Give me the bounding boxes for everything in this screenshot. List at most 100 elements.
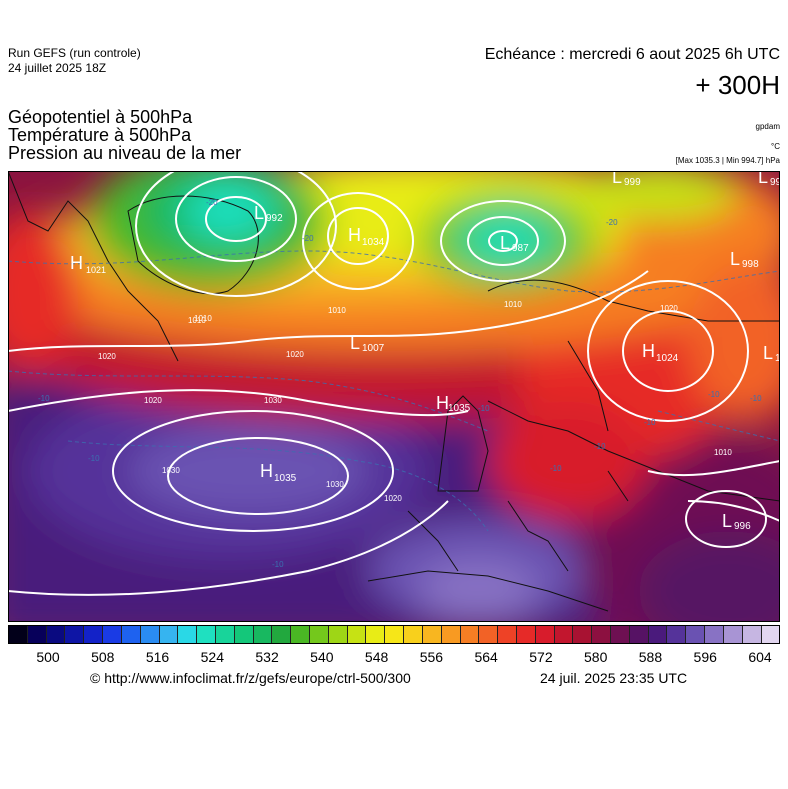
isotherm-label: -10	[708, 390, 720, 399]
color-scale-swatch	[215, 626, 235, 643]
color-scale-swatch	[9, 626, 28, 643]
isobar-label: 1010	[714, 448, 732, 457]
isotherm-label: -20	[206, 198, 218, 207]
geopotential-field	[8, 171, 780, 622]
color-scale-swatch	[460, 626, 480, 643]
color-scale-swatch	[648, 626, 668, 643]
isotherm-label: -10	[272, 560, 284, 569]
forecast-valid-time: Echéance : mercredi 6 aout 2025 6h UTC	[484, 46, 780, 63]
color-scale-tick-label: 596	[693, 649, 717, 665]
pressure-center-type: L	[722, 511, 732, 531]
layer-title-temperature: Température à 500hPa	[8, 125, 192, 145]
pressure-center-type: H	[348, 225, 361, 245]
run-title: Run GEFS (run controle)	[8, 46, 141, 60]
color-scale-tick-label: 500	[36, 649, 60, 665]
color-scale-swatch	[611, 626, 630, 643]
pressure-center-value: 1024	[656, 353, 679, 364]
pressure-center-type: L	[350, 333, 360, 353]
pressure-center-value: 996	[734, 521, 751, 532]
color-scale-swatch	[629, 626, 649, 643]
pressure-center-value: 998	[742, 259, 759, 270]
color-scale-swatch	[723, 626, 743, 643]
pressure-center-type: H	[642, 341, 655, 361]
isotherm-label: -10	[644, 418, 656, 427]
unit-geopotential: gpdam	[755, 122, 780, 131]
pressure-center-value: 1007	[362, 343, 385, 354]
pressure-center-type: L	[730, 249, 740, 269]
isobars	[8, 171, 780, 596]
color-scale-swatch	[686, 626, 706, 643]
color-scale-swatch	[291, 626, 310, 643]
map-border	[8, 171, 780, 622]
isobar-label: 1020	[98, 352, 116, 361]
color-scale-swatch	[159, 626, 179, 643]
color-scale-swatch	[272, 626, 292, 643]
color-scale-swatch	[84, 626, 104, 643]
color-scale-swatch	[103, 626, 122, 643]
color-scale-swatch	[761, 626, 780, 643]
color-scale-swatch	[404, 626, 423, 643]
pressure-center-value: 1021	[86, 265, 106, 275]
isobar-label: 1030	[326, 480, 344, 489]
color-scale-tick-label: 604	[748, 649, 772, 665]
layer-title-geopotential: Géopotentiel à 500hPa	[8, 107, 193, 127]
scandinavia-coast	[487, 279, 780, 432]
color-scale-swatch	[479, 626, 499, 643]
pressure-center-type: L	[254, 203, 264, 223]
isobar-label: 1020	[384, 494, 402, 503]
pressure-center-value: 10	[775, 353, 780, 364]
color-scale-swatch	[592, 626, 611, 643]
isotherm-label: -20	[302, 234, 314, 243]
color-scale-swatch	[140, 626, 160, 643]
color-scale	[8, 625, 780, 644]
mediterranean-coast	[407, 470, 629, 572]
color-scale-tick-label: 588	[638, 649, 663, 665]
color-scale-swatch	[366, 626, 386, 643]
color-scale-swatch	[441, 626, 461, 643]
pressure-center-type: L	[500, 233, 510, 253]
isotherms	[8, 250, 780, 532]
britain-coast	[437, 395, 489, 492]
color-scale-swatch	[310, 626, 329, 643]
greenland-coast	[127, 195, 259, 295]
isotherm-label: -10	[88, 454, 100, 463]
europe-mainland-coast	[487, 400, 780, 502]
pressure-center-value: 1035	[274, 473, 297, 484]
isobar-label: 1010	[194, 314, 212, 323]
color-scale-tick-label: 540	[310, 649, 334, 665]
color-scale-swatch	[742, 626, 762, 643]
color-scale-ticks: 500 508 516 524 532 540 548 556 564 572 580 588 596 6…	[8, 649, 780, 667]
forecast-map: H 1021 L 992 H 1034 L 987 L 999 L 99 L 9…	[8, 171, 780, 622]
isobar-label: 1010	[504, 300, 522, 309]
color-scale-swatch	[328, 626, 348, 643]
isobar-label: 1020	[286, 350, 304, 359]
isotherm-label: -20	[606, 218, 618, 227]
color-scale-swatch	[178, 626, 198, 643]
isotherm-label: -10	[38, 394, 50, 403]
color-scale-tick-label: 556	[419, 649, 444, 665]
color-scale-swatch	[667, 626, 687, 643]
copyright: © http://www.infoclimat.fr/z/gefs/europe…	[90, 670, 411, 686]
unit-temperature: °C	[771, 142, 780, 151]
color-scale-tick-label: 508	[91, 649, 115, 665]
isobar-label: 1010	[188, 316, 206, 325]
isobar-label: 1020	[144, 396, 162, 405]
color-scale-swatch	[516, 626, 536, 643]
pressure-center-type: L	[758, 171, 768, 187]
color-scale-swatch	[253, 626, 273, 643]
isotherm-label: -10	[750, 394, 762, 403]
color-scale-swatch	[197, 626, 216, 643]
generated-timestamp: 24 juil. 2025 23:35 UTC	[540, 670, 688, 686]
forecast-map-svg: H 1021 L 992 H 1034 L 987 L 999 L 99 L 9…	[8, 171, 780, 622]
pressure-max-min: [Max 1035.3 | Min 994.7] hPa	[675, 156, 780, 165]
pressure-center-type: H	[70, 253, 83, 273]
north-america-coast	[8, 171, 179, 362]
isotherm-labels: -20 -20 -20 -10 -10 -10 -10 -10 -10 -10 …	[38, 198, 762, 569]
color-scale-swatch	[347, 626, 367, 643]
color-scale-swatch	[705, 626, 724, 643]
color-scale-swatch	[554, 626, 574, 643]
pressure-center-value: 1035	[448, 403, 471, 414]
isobar-label: 1020	[660, 304, 678, 313]
layer-titles: Géopotentiel à 500hPa Température à 500h…	[8, 108, 241, 162]
color-scale-swatch	[422, 626, 442, 643]
